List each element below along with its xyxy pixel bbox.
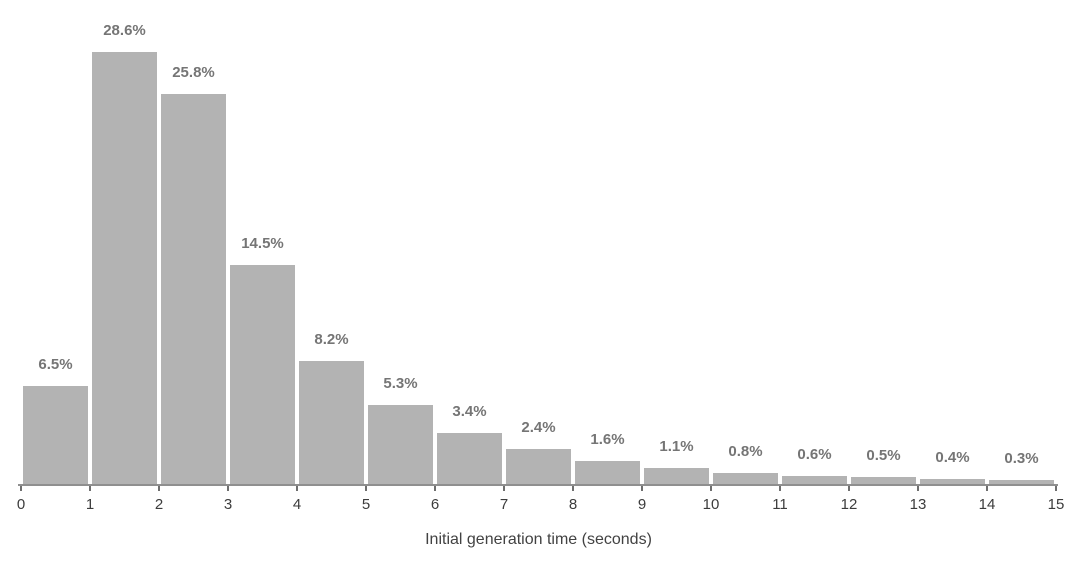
x-tick-mark [710,486,712,491]
bar-value-label: 0.4% [935,449,970,466]
x-tick-label: 15 [1047,496,1065,513]
x-axis-line [18,484,1058,486]
bar-value-label: 5.3% [383,375,418,392]
x-tick-label: 9 [637,496,647,513]
histogram-bar [851,477,916,485]
bar-value-label: 8.2% [314,331,349,348]
histogram-bar [506,449,571,485]
bar-value-label: 1.6% [590,431,625,448]
x-tick-mark [158,486,160,491]
histogram-bar [989,480,1054,485]
histogram-bar [23,386,88,485]
x-tick-label: 6 [430,496,440,513]
bar-value-label: 0.8% [728,443,763,460]
x-tick-mark [296,486,298,491]
x-tick-mark [1055,486,1057,491]
x-tick-label: 2 [154,496,164,513]
x-tick-mark [434,486,436,491]
histogram-bar [368,405,433,485]
histogram-bar [575,461,640,485]
x-tick-mark [641,486,643,491]
bar-value-label: 3.4% [452,403,487,420]
x-tick-label: 0 [16,496,26,513]
x-tick-label: 5 [361,496,371,513]
x-tick-mark [365,486,367,491]
x-tick-mark [848,486,850,491]
bar-value-label: 0.3% [1004,450,1039,467]
bar-value-label: 0.5% [866,447,901,464]
x-tick-label: 1 [85,496,95,513]
plot-area: 6.5% 28.6% 25.8% 14.5% 8.2% 5.3% 3.4% 2.4% 1.6% 1… [21,0,1056,485]
x-tick-mark [20,486,22,491]
x-tick-label: 11 [772,496,788,513]
x-tick-mark [503,486,505,491]
x-tick-mark [89,486,91,491]
histogram-bar [782,476,847,485]
x-tick-label: 8 [568,496,578,513]
histogram-bar [920,479,985,485]
x-tick-label: 14 [978,496,996,513]
x-tick-mark [986,486,988,491]
histogram-bar [437,433,502,485]
bar-value-label: 14.5% [241,235,284,252]
x-tick-mark [779,486,781,491]
histogram-bar [644,468,709,485]
bar-value-label: 28.6% [103,22,146,39]
x-tick-label: 3 [223,496,233,513]
histogram-bar [713,473,778,485]
bar-value-label: 25.8% [172,64,215,81]
x-tick-mark [227,486,229,491]
histogram-bar [230,265,295,485]
x-tick-mark [917,486,919,491]
histogram-bar [299,361,364,485]
x-tick-label: 12 [840,496,858,513]
bar-value-label: 6.5% [38,356,73,373]
x-tick-mark [572,486,574,491]
x-tick-label: 4 [292,496,302,513]
x-tick-label: 10 [702,496,720,513]
x-tick-label: 13 [909,496,927,513]
histogram-bar [92,52,157,485]
x-tick-label: 7 [499,496,509,513]
histogram-bar [161,94,226,485]
bar-value-label: 1.1% [659,438,694,455]
bar-value-label: 2.4% [521,419,556,436]
x-axis-title: Initial generation time (seconds) [425,531,652,548]
bar-value-label: 0.6% [797,446,832,463]
